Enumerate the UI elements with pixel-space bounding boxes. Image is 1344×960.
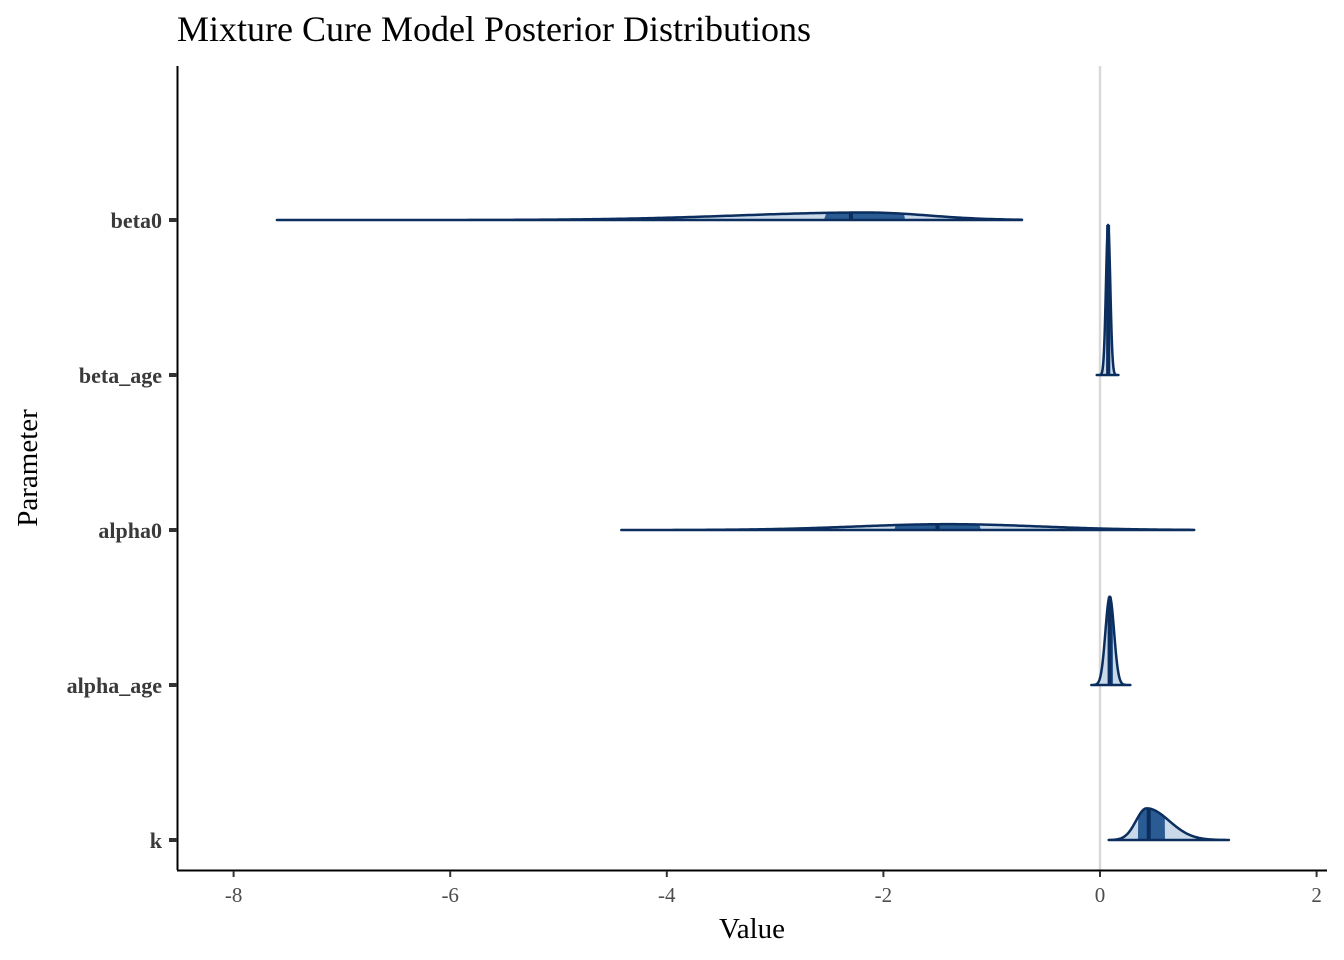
density-outline-beta0 [275,211,1024,222]
x-tick-label: -6 [441,883,459,907]
x-tick-label: -8 [225,883,243,907]
density-outline-k [1107,807,1231,842]
y-tick-label-beta-age: beta_age [79,363,162,388]
x-tick-label: -2 [875,883,893,907]
density-interval-k [1137,808,1165,840]
density-outline-alpha0 [620,522,1196,532]
x-tick-label: -4 [658,883,676,907]
y-tick-label-alpha-age: alpha_age [67,673,163,698]
y-axis-title: Parameter [12,409,44,527]
x-axis-ticks: -8 -6 -4 -2 0 2 [225,871,1322,907]
density-outline-alpha-age [1090,595,1132,687]
density-interval-beta0 [823,212,906,220]
y-tick-label-k: k [150,828,163,853]
density-outline-beta-age [1095,223,1120,377]
y-tick-label-alpha0: alpha0 [98,518,162,543]
y-tick-label-beta0: beta0 [111,208,162,233]
chart-title: Mixture Cure Model Posterior Distributio… [177,9,811,49]
density-layer [275,211,1231,842]
x-tick-label: 2 [1311,883,1322,907]
x-tick-label: 0 [1095,883,1106,907]
x-axis-title: Value [719,913,785,945]
